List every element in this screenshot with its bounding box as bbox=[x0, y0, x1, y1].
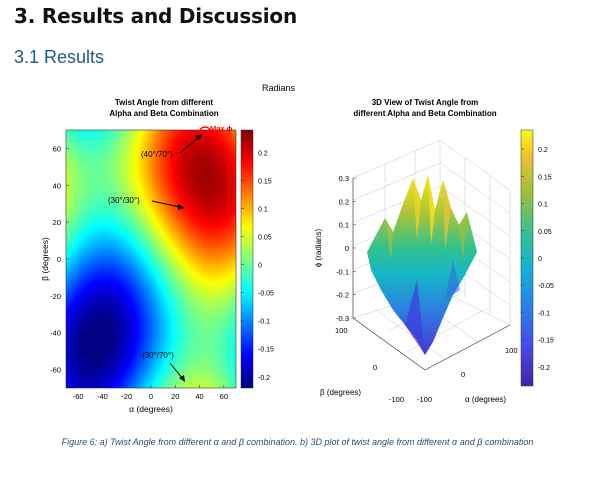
heatmap-colorbar-ticks: 0.2 0.15 0.1 0.05 0 -0.05 -0.1 -0.15 -0.2 bbox=[241, 150, 274, 382]
annotation-max: Max ϕ bbox=[199, 124, 233, 136]
annotation-arrow-30-70 bbox=[169, 362, 183, 379]
colorbar-tick-label: 0 bbox=[258, 263, 262, 270]
surface-x-tick-1: 0 bbox=[461, 370, 465, 379]
section-heading: 3. Results and Discussion bbox=[14, 4, 297, 28]
annotation-30-70: (30°/70°) bbox=[142, 351, 185, 382]
annotation-label-30-30: (30°/30°) bbox=[108, 196, 140, 205]
heatmap-title-line1: Twist Angle from different bbox=[114, 98, 214, 107]
surface-z-label: ϕ (radians) bbox=[314, 229, 323, 268]
colorbar-tick-label: -0.1 bbox=[538, 310, 550, 317]
heatmap-y-tick-label: -60 bbox=[50, 366, 61, 375]
heatmap-y-tick-label: 60 bbox=[53, 144, 61, 153]
annotation-40-70: (40°/70°) bbox=[141, 134, 202, 159]
heatmap-y-ticks: 60 40 20 0 -20 -40 -60 bbox=[50, 144, 69, 375]
annotation-label-30-70: (30°/70°) bbox=[142, 351, 174, 360]
surface-ridge-right bbox=[459, 212, 467, 260]
surface-trough-2 bbox=[445, 260, 460, 300]
surface-trough bbox=[405, 280, 425, 355]
heatmap-x-tick-label: 0 bbox=[149, 392, 153, 401]
colorbar-tick-label: -0.05 bbox=[538, 283, 554, 290]
heatmap-x-tick-label: -20 bbox=[121, 392, 132, 401]
heatmap-chart: 0.2 0.15 0.1 0.05 0 -0.05 -0.1 -0.15 -0.2 -60 -40… bbox=[40, 124, 274, 414]
heatmap-colorbar-frame bbox=[240, 129, 254, 389]
surface-mesh bbox=[367, 175, 477, 355]
heatmap-cells bbox=[66, 130, 236, 388]
colorbar-tick-label: 0 bbox=[538, 256, 542, 263]
surface-z-tick-label: 0.3 bbox=[339, 174, 349, 183]
surface-z-tick-label: -0.2 bbox=[336, 291, 349, 300]
surface-y-tick-1: 0 bbox=[373, 363, 377, 372]
colorbar-tick-label: -0.1 bbox=[258, 319, 270, 326]
heatmap-x-tick-label: -40 bbox=[97, 392, 108, 401]
arrowhead-icon bbox=[196, 134, 202, 140]
arrowhead-icon bbox=[179, 375, 185, 382]
heatmap-colorbar bbox=[241, 130, 253, 388]
colorbar-tick-label: -0.15 bbox=[538, 338, 554, 345]
surface-z-tick-label: 0 bbox=[345, 244, 349, 253]
surface-z-tick-label: 0.1 bbox=[339, 221, 349, 230]
surface-z-tick-label: -0.3 bbox=[336, 314, 349, 323]
colorbar-tick-label: -0.15 bbox=[258, 347, 274, 354]
colorbar-tick-label: -0.2 bbox=[258, 375, 270, 382]
heatmap-y-tick-label: 20 bbox=[53, 218, 61, 227]
heatmap-y-tick-label: 40 bbox=[53, 181, 61, 190]
colorbar-tick-label: 0.1 bbox=[258, 207, 268, 214]
max-label: Max ϕ bbox=[210, 124, 233, 133]
surface-y-tick-2: -100 bbox=[389, 395, 404, 404]
colorbar-tick-label: 0.2 bbox=[258, 150, 268, 157]
heatmap-image bbox=[66, 130, 236, 388]
colorbar-tick-label: 0.2 bbox=[538, 147, 548, 154]
surface-title: 3D View of Twist Angle from different Al… bbox=[330, 97, 520, 119]
colorbar-tick-label: 0.15 bbox=[258, 178, 272, 185]
surface-z-tick-label: 0.2 bbox=[339, 197, 349, 206]
arrowhead-icon bbox=[178, 204, 185, 210]
surface-peak-1 bbox=[413, 178, 421, 240]
surface-body bbox=[367, 175, 477, 355]
heatmap-x-ticks: -60 -40 -20 0 20 40 60 bbox=[73, 385, 228, 401]
surface-y-label: β (degrees) bbox=[320, 388, 361, 397]
max-marker bbox=[199, 126, 211, 136]
colorbar-tick-label: -0.05 bbox=[258, 291, 274, 298]
units-label: Radians bbox=[262, 83, 296, 93]
heatmap-y-tick-label: -40 bbox=[50, 329, 61, 338]
annotation-30-30: (30°/30°) bbox=[108, 196, 185, 210]
heatmap-x-tick-label: 40 bbox=[195, 392, 203, 401]
surface-x-tick-0: -100 bbox=[417, 395, 432, 404]
surface-z-ticks: 0.3 0.2 0.1 0 -0.1 -0.2 -0.3 bbox=[336, 174, 356, 323]
colorbar-tick-label: -0.2 bbox=[538, 365, 550, 372]
surface-x-tick-2: 100 bbox=[505, 346, 518, 355]
heatmap-x-tick-label: 20 bbox=[171, 392, 179, 401]
colorbar-tick-label: 0.15 bbox=[538, 174, 552, 181]
heatmap-y-tick-label: -20 bbox=[50, 292, 61, 301]
colorbar-tick-label: 0.05 bbox=[538, 229, 552, 236]
surface-z-tick-label: -0.1 bbox=[336, 267, 349, 276]
colorbar-tick-label: 0.05 bbox=[258, 235, 272, 242]
annotation-arrow-30-30 bbox=[151, 200, 181, 208]
surface-peak-3 bbox=[443, 180, 451, 250]
colorbar-tick-label: 0.1 bbox=[538, 202, 548, 209]
surface-x-label: α (degrees) bbox=[465, 395, 506, 404]
heatmap-y-label: β (degrees) bbox=[40, 237, 50, 281]
heatmap-y-tick-label: 0 bbox=[57, 255, 61, 264]
heatmap-x-label: α (degrees) bbox=[129, 404, 173, 414]
surface-title-line1: 3D View of Twist Angle from bbox=[371, 98, 479, 107]
annotation-arrow-40-70 bbox=[179, 136, 200, 154]
heatmap-title: Twist Angle from different Alpha and Bet… bbox=[74, 97, 254, 119]
annotation-label-40-70: (40°/70°) bbox=[141, 150, 173, 159]
surface-peak-2 bbox=[428, 175, 435, 245]
surface-y-tick-0: 100 bbox=[335, 326, 348, 335]
heatmap-x-tick-label: -60 bbox=[73, 392, 84, 401]
heatmap-x-tick-label: 60 bbox=[220, 392, 228, 401]
surface-title-line2: different Alpha and Beta Combination bbox=[353, 109, 497, 118]
surface-ridge-left bbox=[385, 218, 393, 260]
surface-chart: 0.3 0.2 0.1 0 -0.1 -0.2 -0.3 ϕ (radians) 100 0… bbox=[314, 129, 554, 404]
subsection-heading: 3.1 Results bbox=[14, 47, 105, 67]
figure-caption: Figure 6: a) Twist Angle from different … bbox=[61, 437, 534, 447]
surface-colorbar-ticks: 0.2 0.15 0.1 0.05 0 -0.05 -0.1 -0.15 -0.2 bbox=[521, 147, 554, 372]
heatmap-title-line2: Alpha and Beta Combination bbox=[109, 109, 219, 118]
